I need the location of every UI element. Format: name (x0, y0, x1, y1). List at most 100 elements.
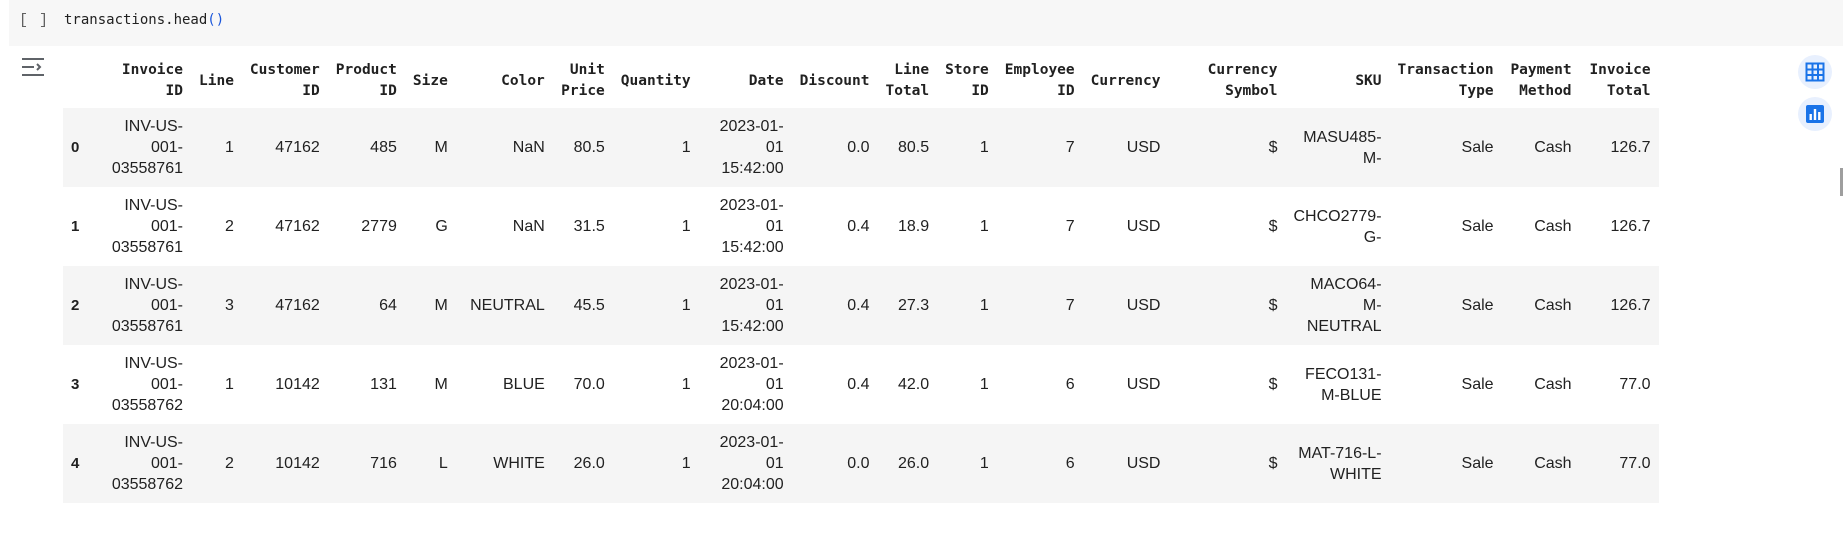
column-header: SKU (1355, 72, 1382, 89)
table-cell: 2 (225, 455, 234, 472)
table-cell: $ (1268, 376, 1278, 393)
table-cell: 77.0 (1619, 455, 1651, 472)
table-cell: 47162 (275, 218, 320, 235)
table-cell: Sale (1461, 218, 1494, 235)
table-cell: 131 (370, 376, 397, 393)
table-cell: INV-US-001-03558761 (111, 118, 183, 177)
table-cell: M (434, 139, 448, 156)
column-header: Size (412, 72, 448, 89)
table-cell: 31.5 (573, 218, 605, 235)
table-cell: 64 (379, 297, 397, 314)
table-cell: 1 (979, 218, 989, 235)
column-header: Color (501, 72, 545, 89)
table-cell: Cash (1534, 376, 1572, 393)
row-index: 0 (71, 139, 80, 156)
column-header: Employee ID (1004, 62, 1075, 99)
table-cell: G (435, 218, 448, 235)
column-header: Date (748, 72, 784, 89)
table-cell: 1 (225, 139, 234, 156)
table-cell: 2023-01-01 20:04:00 (719, 434, 784, 493)
table-cell: 1 (681, 376, 691, 393)
table-cell: USD (1126, 139, 1161, 156)
table-cell: INV-US-001-03558761 (111, 276, 183, 335)
column-header: Product ID (335, 62, 397, 99)
output-menu-icon[interactable] (21, 56, 45, 78)
table-cell: Sale (1461, 297, 1494, 314)
code-editor-line[interactable]: transactions.head() (64, 12, 224, 28)
table-cell: 1 (681, 139, 691, 156)
table-cell: 27.3 (898, 297, 930, 314)
table-header-row: Invoice ID Line Customer ID Product ID Size C… (63, 54, 1659, 108)
table-cell: 2023-01-01 15:42:00 (719, 276, 784, 335)
table-cell: 0.4 (847, 297, 870, 314)
row-index: 3 (71, 376, 80, 393)
table-cell: 80.5 (573, 139, 605, 156)
table-cell: 3 (225, 297, 234, 314)
table-cell: 0.0 (847, 455, 870, 472)
code-text: transactions.head (64, 12, 208, 28)
table-cell: L (438, 455, 448, 472)
table-cell: WHITE (493, 455, 545, 472)
table-row: 1 INV-US-001-03558761 2 47162 2779 G NaN 31.5 1 2… (63, 187, 1659, 266)
row-index: 2 (71, 297, 80, 314)
index-header (63, 54, 99, 108)
code-parens: () (207, 12, 225, 28)
table-cell: 7 (1065, 218, 1075, 235)
table-cell: Cash (1534, 455, 1572, 472)
table-cell: MASU485-M- (1303, 128, 1382, 167)
column-header: Store ID (945, 62, 989, 99)
table-cell: 126.7 (1610, 218, 1651, 235)
table-cell: 18.9 (898, 218, 930, 235)
table-cell: M (434, 297, 448, 314)
column-header: Line Total (885, 62, 930, 99)
column-header: Quantity (620, 72, 691, 89)
column-header: Unit Price (561, 62, 605, 99)
table-cell: 126.7 (1610, 139, 1651, 156)
column-header: Discount (799, 72, 870, 89)
table-cell: Sale (1461, 455, 1494, 472)
table-cell: 1 (979, 376, 989, 393)
table-cell: 70.0 (573, 376, 605, 393)
table-cell: 45.5 (573, 297, 605, 314)
column-header: Currency (1090, 72, 1161, 89)
table-cell: USD (1126, 297, 1161, 314)
table-cell: $ (1268, 455, 1278, 472)
table-cell: 2023-01-01 20:04:00 (719, 355, 784, 414)
run-cell-indicator[interactable]: [ ] (19, 12, 50, 29)
table-cell: USD (1126, 218, 1161, 235)
table-cell: 1 (979, 297, 989, 314)
table-cell: 47162 (275, 297, 320, 314)
table-cell: 2023-01-01 15:42:00 (719, 197, 784, 256)
table-cell: Sale (1461, 376, 1494, 393)
table-cell: 26.0 (573, 455, 605, 472)
column-header: Invoice Total (1589, 62, 1651, 99)
scrollbar-thumb[interactable] (1840, 168, 1843, 196)
table-row: 2 INV-US-001-03558761 3 47162 64 M NEUTRAL 45.5… (63, 266, 1659, 345)
table-cell: 7 (1065, 139, 1075, 156)
table-cell: FECO131-M-BLUE (1305, 365, 1382, 404)
table-cell: Cash (1534, 297, 1572, 314)
table-cell: 0.4 (847, 218, 870, 235)
table-cell: CHCO2779-G- (1293, 207, 1382, 246)
code-cell[interactable]: [ ] transactions.head() (9, 0, 1843, 46)
bar-chart-icon[interactable] (1798, 97, 1832, 131)
table-cell: 1 (225, 376, 234, 393)
table-cell: NEUTRAL (470, 297, 545, 314)
table-cell: MACO64-M-NEUTRAL (1306, 276, 1382, 335)
table-cell: INV-US-001-03558761 (111, 197, 183, 256)
table-cell: 80.5 (898, 139, 930, 156)
table-cell: 0.0 (847, 139, 870, 156)
table-grid-icon[interactable] (1798, 55, 1832, 89)
table-cell: INV-US-001-03558762 (111, 355, 183, 414)
table-row: 0 INV-US-001-03558761 1 47162 485 M NaN 80.5 1 20… (63, 108, 1659, 187)
table-cell: 126.7 (1610, 297, 1651, 314)
row-index: 1 (71, 218, 80, 235)
table-cell: 1 (979, 139, 989, 156)
table-cell: 10142 (275, 455, 320, 472)
table-cell: USD (1126, 376, 1161, 393)
table-cell: USD (1126, 455, 1161, 472)
table-cell: 26.0 (898, 455, 930, 472)
table-cell: 77.0 (1619, 376, 1651, 393)
table-cell: 2023-01-01 15:42:00 (719, 118, 784, 177)
table-cell: Sale (1461, 139, 1494, 156)
